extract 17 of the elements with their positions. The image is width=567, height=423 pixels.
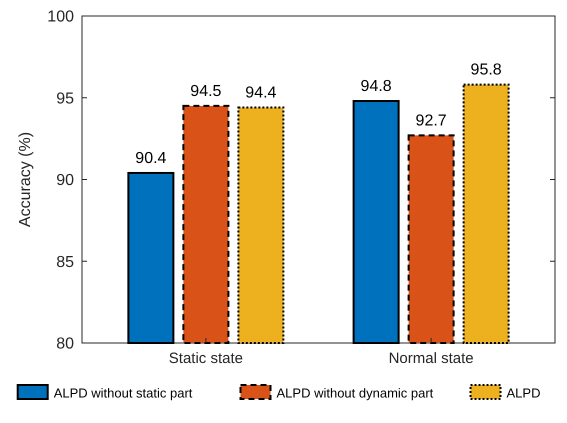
y-tick-label: 95 [56, 90, 74, 108]
y-tick-label: 100 [47, 8, 74, 26]
data-label: 92.7 [416, 112, 447, 130]
data-label: 95.8 [470, 62, 502, 79]
y-tick-label: 85 [56, 254, 74, 271]
x-tick-label: Normal state [388, 350, 474, 367]
y-axis-title: Accuracy (%) [17, 132, 34, 228]
y-tick-label: 80 [56, 336, 74, 353]
data-label: 94.8 [360, 78, 392, 96]
legend-label: ALPD without static part [54, 386, 193, 401]
legend-label: ALPD without dynamic part [276, 386, 434, 401]
data-label: 90.4 [135, 150, 167, 167]
legend-label: ALPD [506, 386, 540, 401]
data-label: 94.5 [190, 82, 222, 100]
y-tick-label: 90 [56, 172, 74, 190]
data-label: 94.4 [245, 84, 277, 102]
x-tick-label: Static state [168, 350, 243, 367]
